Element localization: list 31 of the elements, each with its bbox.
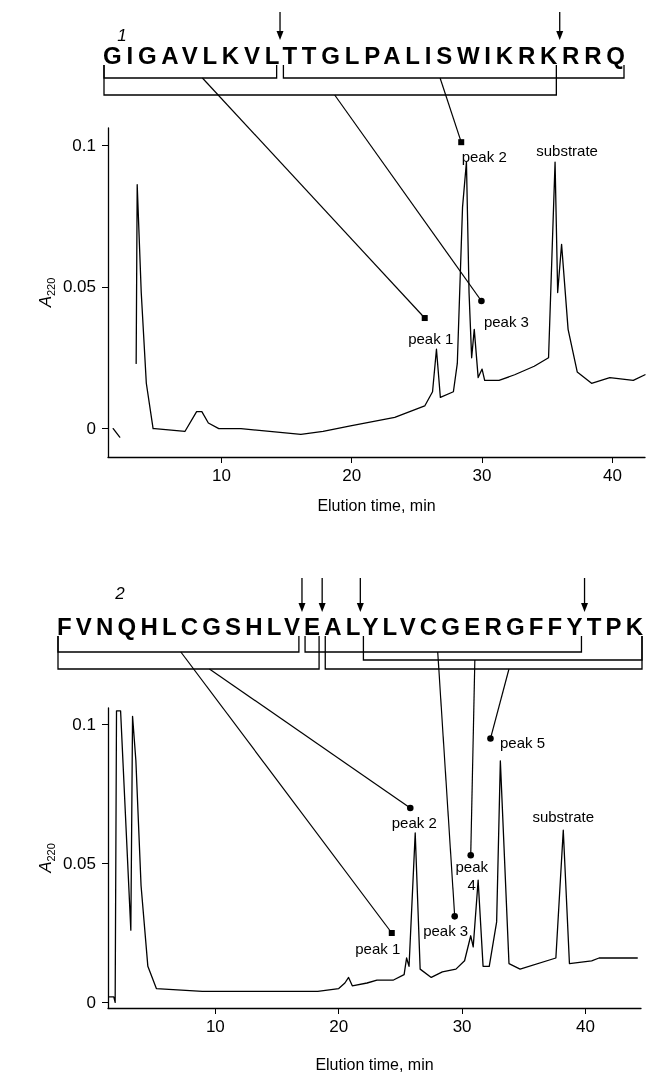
annotation: substrate xyxy=(536,141,598,159)
y-tick-label: 0.1 xyxy=(72,715,96,735)
x-tick-label: 10 xyxy=(205,1017,225,1036)
annotation: peak 3 xyxy=(483,312,529,330)
text: FVNQHLCGSHLVEALYLVCGERGFFYTPK xyxy=(57,613,644,640)
x-tick-label: 40 xyxy=(602,466,622,485)
x-tick-label: 20 xyxy=(329,1017,349,1036)
x-tick-label: 40 xyxy=(576,1017,595,1036)
x-tick-label: 10 xyxy=(211,466,231,485)
annotation: peak 2 xyxy=(461,147,507,165)
y-tick-label: 0 xyxy=(86,419,96,439)
annotation: substrate xyxy=(532,807,595,825)
y-tick-label: 0.05 xyxy=(62,277,96,297)
line-series xyxy=(108,710,638,1004)
annotation: peak 5 xyxy=(499,734,545,752)
annotation: peak 3 xyxy=(423,921,469,939)
y-tick-label: 0 xyxy=(86,992,96,1012)
x-tick-label: 30 xyxy=(452,1017,472,1036)
chart-title: 2 xyxy=(114,583,126,603)
annotation: peak 4 xyxy=(455,857,489,893)
annotation: peak 2 xyxy=(391,813,437,831)
x-axis-title: Elution time, min xyxy=(315,1055,434,1073)
y-tick-label: 0.05 xyxy=(62,854,96,874)
y-tick-label: 0.1 xyxy=(72,135,96,155)
annotation: peak 1 xyxy=(408,329,454,347)
x-tick-label: 20 xyxy=(342,466,362,485)
text: GIGAVLKVLTTGLPALISWIKRKRRQ xyxy=(103,42,625,69)
x-axis-title: Elution time, min xyxy=(317,496,436,514)
annotation: peak 1 xyxy=(355,939,401,957)
chart-title: 1 xyxy=(117,25,127,45)
x-tick-label: 30 xyxy=(472,466,492,485)
